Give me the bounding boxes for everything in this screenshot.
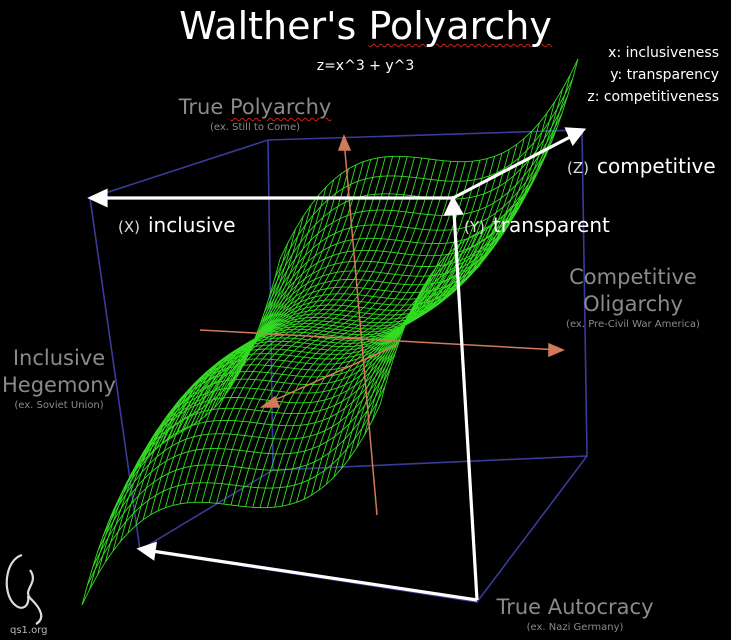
coordinate-axes [199,133,565,516]
mesh-line-u [180,231,480,433]
transparent-arrowhead [443,195,464,216]
transparent-arrow-line [452,211,479,601]
title-underlined-word: Polyarchy [368,4,552,48]
mesh-line-v [281,160,481,507]
mesh-line-v [371,74,571,422]
mesh-line-v [356,101,556,448]
mesh-line-v [310,149,510,496]
mesh-line-v [266,161,466,508]
bounding-box [89,129,588,603]
box-edge [89,139,269,199]
corner-label-inclusive-hegemony: Inclusive Hegemony (ex. Soviet Union) [1,346,116,411]
autocracy-arrow-line [151,549,478,602]
slide-title: Walther's Polyarchy [179,4,552,48]
autocracy-arrowhead [136,541,157,561]
z-axis-line [343,139,378,516]
axis-label-x: (X) inclusive [118,213,236,237]
mesh-line-v [252,161,452,508]
mesh-line-u [258,127,558,328]
legend-item-x: x: inclusiveness [608,45,719,61]
inclusive-arrowhead [87,188,108,208]
x-axis-line [267,344,398,404]
mesh-line-v [245,160,444,507]
y-axis-arrowhead [548,342,565,358]
logo-mark [5,553,43,625]
corner-label-true-polyarchy: True Polyarchy (ex. Still to Come) [160,94,350,135]
x-axis-arrowhead [259,395,281,408]
corner-label-true-autocracy: True Autocracy (ex. Nazi Germany) [490,594,660,635]
mesh-line-u [263,112,563,313]
mesh-line-u [274,78,574,279]
corner-label-competitive-oligarchy: Competitive Oligarchy (ex. Pre-Civil War… [548,264,718,332]
mesh-line-v [325,138,525,485]
box-edge [139,469,274,551]
mesh-line-u [248,152,548,354]
axis-label-y: (Y) transparent [464,213,610,237]
y-axis-line [199,329,561,351]
legend-item-z: z: competitiveness [587,89,719,105]
logo-text: qs1.org [10,625,48,636]
mesh-line-v [333,130,533,478]
mesh-line-v [318,144,518,491]
axis-legend: x: inclusiveness y: transparency z: comp… [587,42,719,108]
corner-example: (ex. Pre-Civil War America) [566,319,700,330]
mesh-line-u [233,181,533,383]
mesh-line-u [199,219,499,421]
mesh-line-u [279,58,579,260]
competitive-arrowhead [564,127,587,147]
mesh-line-u [238,173,538,374]
mesh-line-v [296,156,496,503]
competitive-arrow-line [452,134,573,200]
mesh-line-v [340,122,540,469]
mesh-line-v [259,161,459,508]
axis-label-z: (Z) competitive [567,154,716,178]
corner-example: (ex. Still to Come) [209,122,301,133]
cubic-surface-mesh [81,58,579,606]
white-direction-arrows [87,127,587,602]
mesh-line-u [223,196,523,397]
z-axis-arrowhead [337,133,352,151]
mesh-line-v [274,161,474,508]
equation: z=x^3 + y^3 [316,58,415,74]
legend-item-y: y: transparency [610,67,719,83]
corner-example: (ex. Soviet Union) [14,400,104,411]
mesh-line-v [379,58,579,406]
mesh-line-u [243,163,543,365]
corner-example: (ex. Nazi Germany) [526,622,624,633]
box-edge [476,455,588,603]
